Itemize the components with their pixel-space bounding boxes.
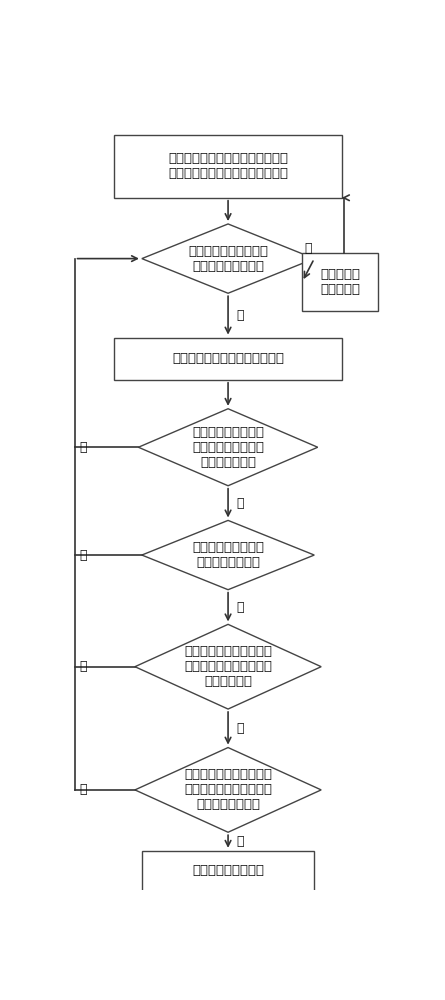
Text: 否: 否 xyxy=(304,242,312,255)
Text: 判断各声发射通道的声发
射信号能量平均值是否超
过标准能量平均值: 判断各声发射通道的声发 射信号能量平均值是否超 过标准能量平均值 xyxy=(184,768,272,811)
Bar xyxy=(142,851,314,891)
Text: 是: 是 xyxy=(236,497,244,510)
Polygon shape xyxy=(138,409,318,486)
Bar xyxy=(114,338,342,380)
Polygon shape xyxy=(142,520,314,590)
Text: 对声发射组
件进行检修: 对声发射组 件进行检修 xyxy=(320,268,360,296)
Polygon shape xyxy=(142,224,314,293)
Text: 声发射组件实时监测顶
锤是否产生判断信号: 声发射组件实时监测顶 锤是否产生判断信号 xyxy=(188,245,268,273)
Text: 否: 否 xyxy=(80,783,87,796)
Text: 判断声发射信号第一撞击
与第二撞击时间差是否超
过标准时间差: 判断声发射信号第一撞击 与第二撞击时间差是否超 过标准时间差 xyxy=(184,645,272,688)
Bar xyxy=(302,253,378,311)
Text: 否: 否 xyxy=(80,441,87,454)
Text: 顶压机顶锤开裂报警: 顶压机顶锤开裂报警 xyxy=(192,864,264,877)
Text: 否: 否 xyxy=(80,549,87,562)
Text: 同步采集判断信号并生成事件组: 同步采集判断信号并生成事件组 xyxy=(172,352,284,365)
Bar xyxy=(114,135,342,198)
Text: 根据事件组中接收的
信号判断各声发射通
道是否正常工作: 根据事件组中接收的 信号判断各声发射通 道是否正常工作 xyxy=(192,426,264,469)
Text: 是: 是 xyxy=(236,309,244,322)
Text: 否: 否 xyxy=(80,660,87,673)
Text: 将各个声发射组件中的传感器分别
安装在顶压机的每个顶锤的外壁上: 将各个声发射组件中的传感器分别 安装在顶压机的每个顶锤的外壁上 xyxy=(168,152,288,180)
Polygon shape xyxy=(135,624,321,709)
Text: 是: 是 xyxy=(236,835,244,848)
Text: 是: 是 xyxy=(236,601,244,614)
Polygon shape xyxy=(135,748,321,832)
Text: 是: 是 xyxy=(236,722,244,735)
Text: 判断压力信号的值是
否超过标准压力值: 判断压力信号的值是 否超过标准压力值 xyxy=(192,541,264,569)
